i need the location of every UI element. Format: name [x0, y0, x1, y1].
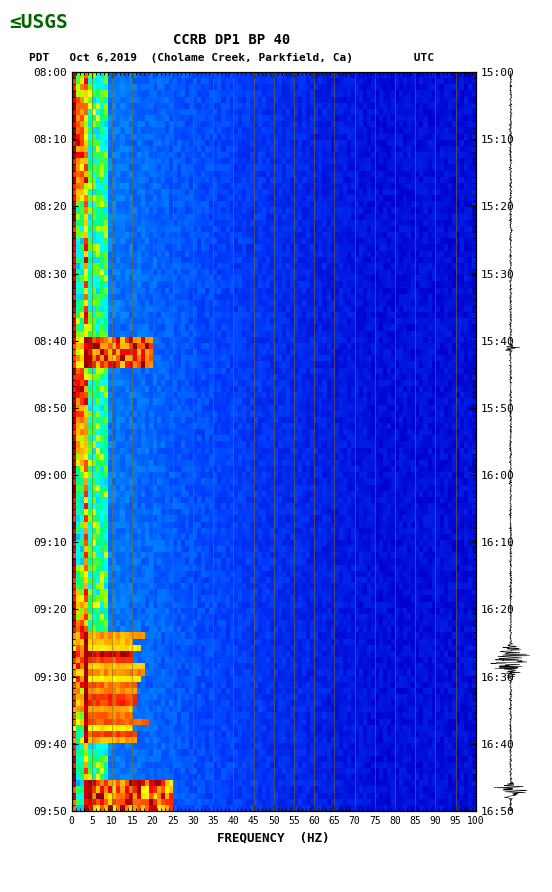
Text: CCRB DP1 BP 40: CCRB DP1 BP 40: [173, 33, 290, 47]
X-axis label: FREQUENCY  (HZ): FREQUENCY (HZ): [217, 831, 330, 845]
Text: ≤USGS: ≤USGS: [9, 12, 68, 32]
Text: PDT   Oct 6,2019  (Cholame Creek, Parkfield, Ca)         UTC: PDT Oct 6,2019 (Cholame Creek, Parkfield…: [29, 53, 434, 63]
